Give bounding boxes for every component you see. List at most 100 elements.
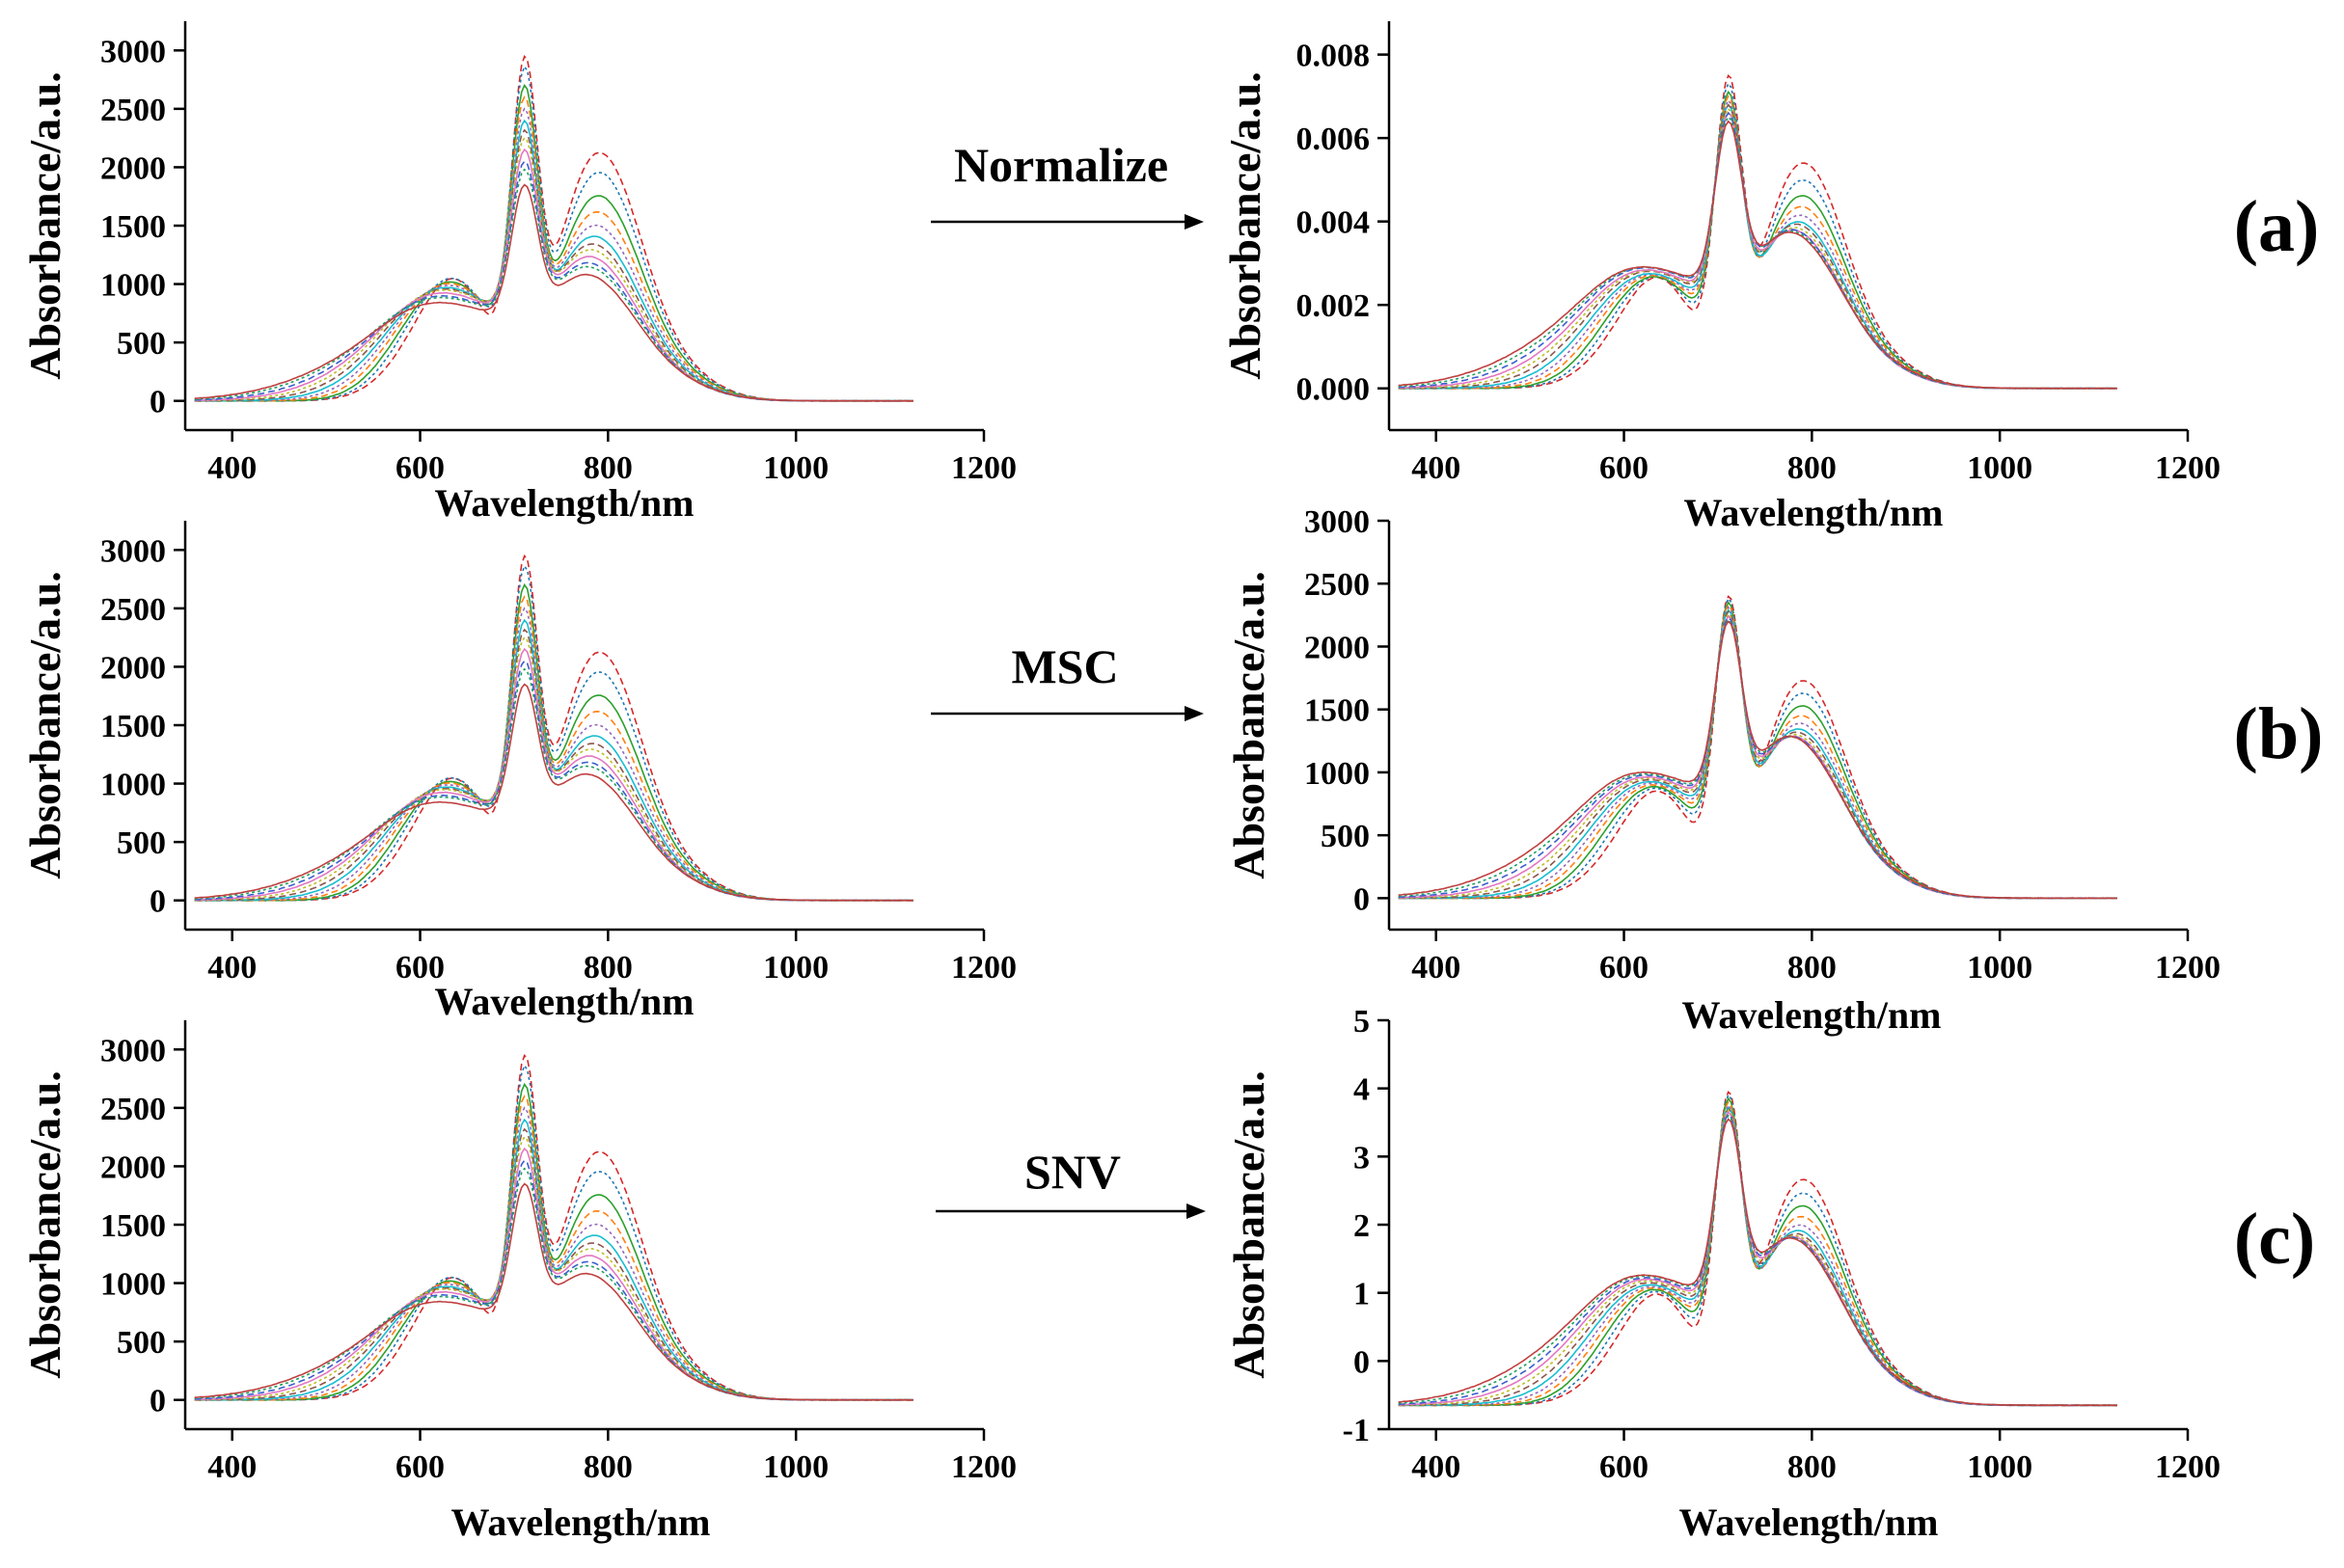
y-tick-label: 2000: [1304, 630, 1370, 665]
x-tick-label: 600: [1599, 1449, 1649, 1485]
panel-label-c: (c): [2234, 1199, 2315, 1280]
arrow-label-normalize: Normalize: [954, 138, 1168, 192]
chart-1-right: 400 600 800 1000 1200 0 500 1000 1500 2000 2500 300…: [1224, 504, 2221, 1037]
x-axis-title: Wavelength/nm: [451, 1500, 711, 1544]
x-axis-title: Wavelength/nm: [435, 980, 695, 1023]
y-tick-label: 4: [1353, 1072, 1370, 1108]
x-axis-title: Wavelength/nm: [1684, 491, 1944, 534]
y-tick-label: 1500: [100, 209, 166, 245]
y-tick-label: 1500: [1304, 693, 1370, 729]
spectrum-line: [1398, 606, 2117, 900]
y-tick-label: 3000: [100, 533, 166, 569]
y-tick-label: 1000: [1304, 756, 1370, 792]
y-tick-label: 0.008: [1296, 39, 1371, 74]
x-tick-label: 400: [207, 950, 257, 986]
spectrum-line: [1398, 616, 2117, 900]
spectrum-line: [1398, 1118, 2117, 1407]
y-tick-label: 500: [1321, 819, 1370, 854]
spectrum-line: [1398, 103, 2117, 390]
spectrum-line: [1398, 1113, 2117, 1407]
spectrum-line: [194, 1053, 913, 1401]
x-tick-label: 600: [395, 950, 445, 986]
y-tick-label: 1000: [100, 1267, 166, 1303]
y-tick-label: 2500: [1304, 567, 1370, 603]
spectrum-line: [194, 148, 913, 402]
x-tick-label: 1200: [951, 1449, 1017, 1485]
y-tick-label: 2500: [100, 93, 166, 128]
y-tick-label: 5: [1353, 1004, 1370, 1040]
x-tick-label: 400: [1411, 950, 1460, 986]
y-axis-title: Absorbance/a.u.: [20, 1070, 69, 1378]
chart-0-right: 400 600 800 1000 1200 0.000 0.002 0.004 0.006 0.0…: [1220, 21, 2221, 534]
y-tick-label: 0: [1353, 1344, 1370, 1380]
spectrum-line: [194, 1182, 913, 1401]
y-tick-label: 2500: [100, 1092, 166, 1127]
spectrum-line: [194, 660, 913, 902]
x-tick-label: 400: [1411, 450, 1460, 486]
spectrum-line: [194, 595, 913, 902]
y-tick-label: 0: [1353, 881, 1370, 917]
chart-2-right: 400 600 800 1000 1200 -1 0 1 2 3 4 5 Wavelength/nm Ab…: [1224, 1004, 2221, 1544]
spectrum-line: [1398, 612, 2117, 900]
spectrum-line: [194, 1159, 913, 1401]
x-tick-label: 1200: [2155, 1449, 2221, 1485]
spectrum-line: [194, 1064, 913, 1401]
arrow-label-msc: MSC: [1011, 639, 1118, 693]
y-tick-label: -1: [1343, 1413, 1370, 1448]
y-tick-label: 0.000: [1296, 372, 1371, 408]
spectrum-line: [1398, 1108, 2117, 1407]
y-axis-title: Absorbance/a.u.: [1224, 1070, 1273, 1378]
y-axis-title: Absorbance/a.u.: [1224, 571, 1273, 879]
x-tick-label: 1200: [951, 950, 1017, 986]
spectrum-line: [194, 1118, 913, 1401]
spectrum-line: [194, 618, 913, 902]
y-tick-label: 1000: [100, 768, 166, 803]
y-tick-label: 2500: [100, 592, 166, 628]
spectrum-line: [194, 1147, 913, 1401]
spectrum-line: [1398, 1110, 2117, 1407]
x-tick-label: 1200: [951, 450, 1017, 486]
spectrum-line: [1398, 116, 2117, 390]
y-tick-label: 0: [150, 385, 166, 420]
y-axis-title: Absorbance/a.u.: [1220, 71, 1269, 379]
x-tick-label: 1000: [1967, 950, 2032, 986]
y-tick-label: 0.004: [1296, 205, 1371, 241]
spectrum-line: [194, 160, 913, 402]
x-tick-label: 400: [207, 450, 257, 486]
spectrum-line: [1398, 90, 2117, 390]
spectrum-line: [194, 635, 913, 902]
spectrum-line: [1398, 1096, 2117, 1407]
x-tick-label: 1000: [1967, 450, 2032, 486]
arrow-label-snv: SNV: [1024, 1145, 1121, 1199]
spectrum-line: [194, 607, 913, 902]
x-tick-label: 600: [1599, 450, 1649, 486]
y-tick-label: 500: [117, 326, 166, 362]
spectrum-line: [194, 564, 913, 902]
y-tick-label: 3000: [100, 1033, 166, 1068]
spectrum-line: [1398, 1103, 2117, 1407]
arrow-snv: SNV: [936, 1145, 1206, 1219]
y-axis-title: Absorbance/a.u.: [20, 571, 69, 879]
y-tick-label: 500: [117, 1325, 166, 1361]
panel-label-b: (b): [2234, 693, 2324, 774]
spectrum-line: [1398, 1107, 2118, 1407]
spectrum-line: [194, 65, 913, 402]
x-tick-label: 1000: [763, 950, 829, 986]
spectrum-line: [1398, 73, 2117, 390]
x-tick-label: 1200: [2155, 450, 2221, 486]
y-tick-label: 0: [150, 884, 166, 920]
spectrum-line: [194, 168, 913, 402]
x-axis-title: Wavelength/nm: [1682, 993, 1942, 1037]
charts: 400 600 800 1000 120005001000150020002500300…: [20, 21, 2221, 1544]
spectrum-line: [194, 1106, 913, 1401]
spectrum-line: [194, 183, 913, 402]
panel-label-a: (a): [2234, 186, 2320, 267]
spectrum-line: [194, 95, 913, 402]
spectrum-line: [1398, 82, 2117, 390]
y-tick-label: 2000: [100, 650, 166, 686]
spectrum-line: [194, 1095, 913, 1401]
arrow-msc: MSC: [931, 639, 1204, 721]
x-tick-label: 800: [584, 1449, 633, 1485]
spectrum-line: [194, 582, 913, 902]
